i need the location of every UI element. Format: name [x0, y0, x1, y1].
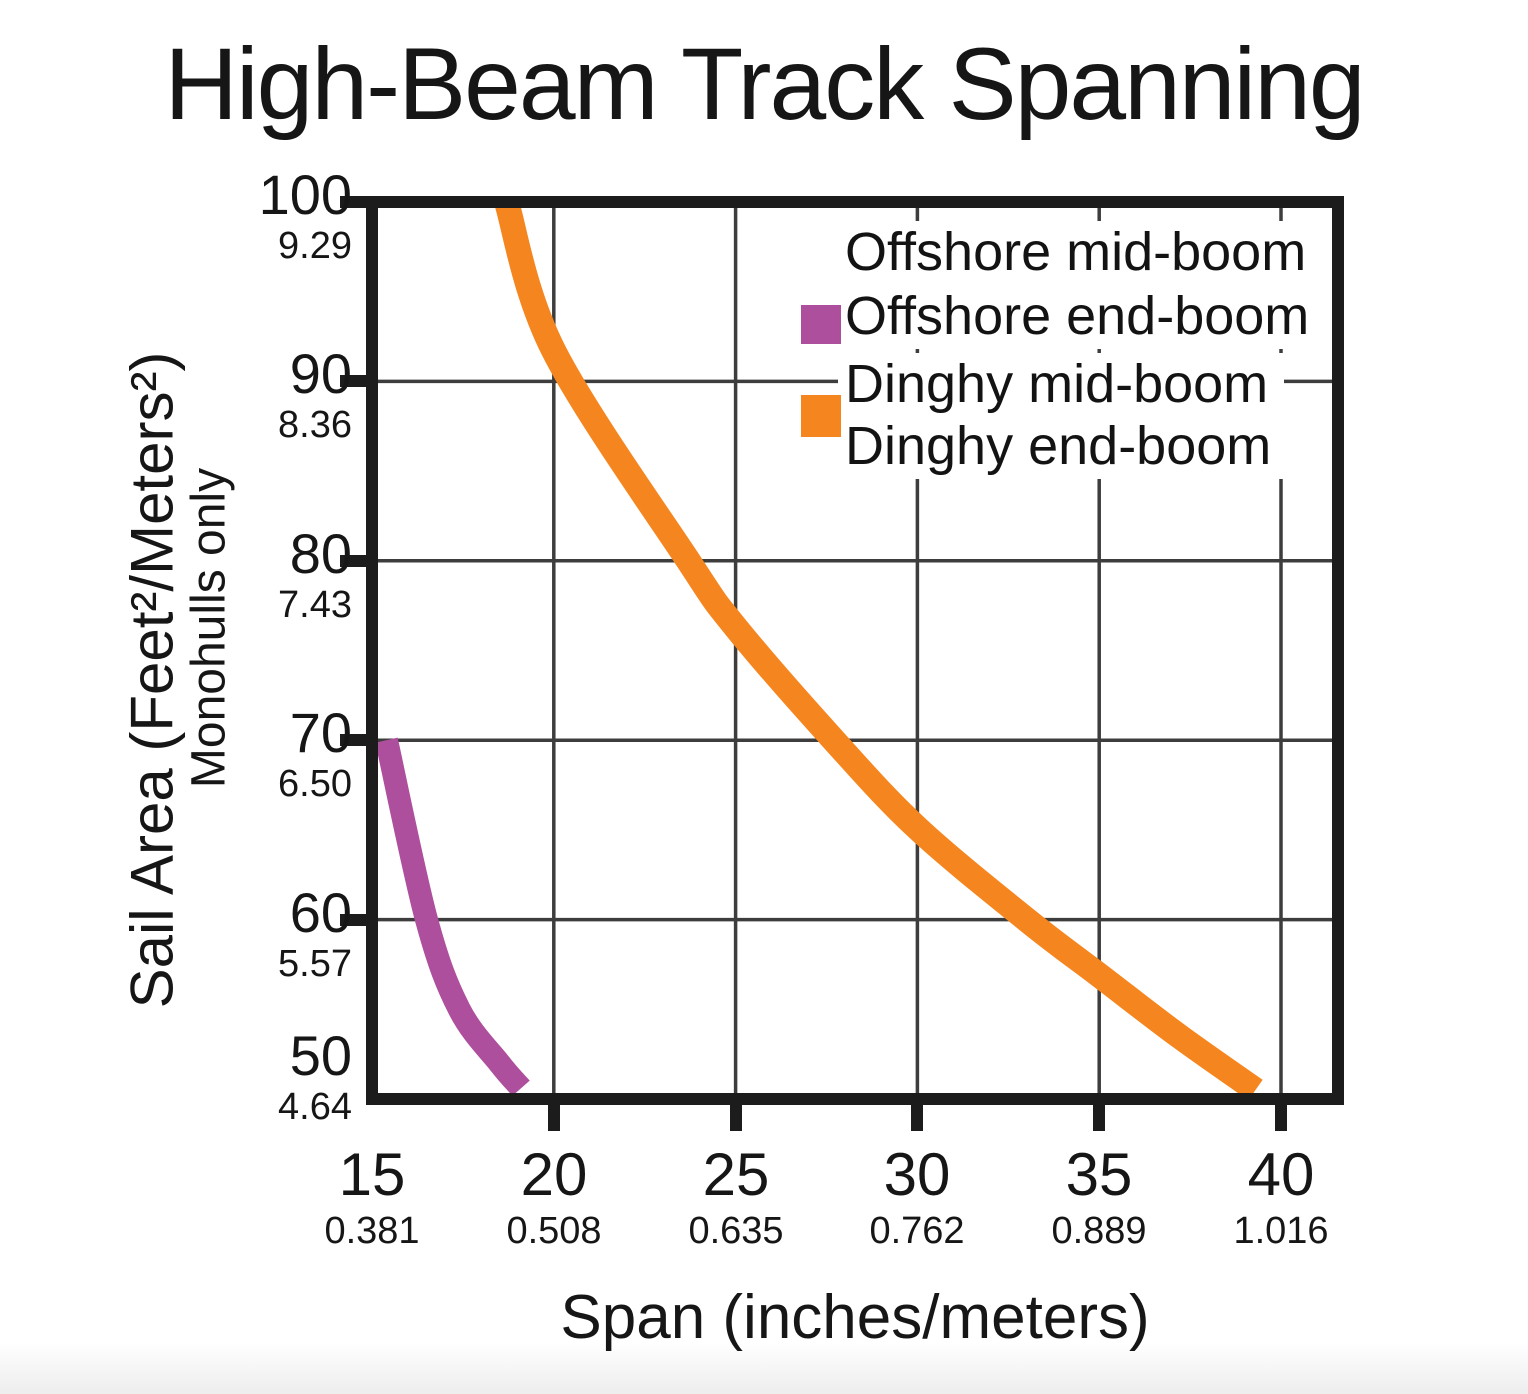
legend-label: Offshore mid-boom — [838, 221, 1323, 285]
y-tick-70 — [340, 734, 366, 746]
x-label-meters: 0.889 — [1051, 1210, 1147, 1252]
legend-item-offshore-mid-boom: Offshore mid-boom — [838, 221, 1323, 285]
legend-swatch-offshore — [801, 305, 841, 344]
x-axis-label-25: 25 0.635 — [616, 1144, 856, 1254]
x-label-inches: 25 — [702, 1141, 770, 1208]
y-label-meters: 6.50 — [278, 763, 352, 805]
x-axis-label-40: 40 1.016 — [1161, 1144, 1401, 1254]
y-label-meters: 4.64 — [278, 1086, 352, 1128]
series-curve-dinghy — [495, 208, 1263, 1093]
x-axis-title: Span (inches/meters) — [560, 1283, 1150, 1352]
y-label-meters: 5.57 — [278, 943, 352, 985]
x-label-meters: 0.762 — [869, 1210, 965, 1252]
chart-title: High-Beam Track Spanning — [164, 27, 1365, 141]
y-axis-label-60: 60 5.57 — [142, 884, 352, 986]
y-axis-label-90: 90 8.36 — [142, 345, 352, 447]
plot-frame — [366, 196, 1344, 1105]
x-label-meters: 0.508 — [506, 1210, 602, 1252]
y-label-feet: 70 — [289, 701, 352, 764]
series-curve-offshore — [378, 737, 530, 1093]
legend-item-offshore-end-boom: Offshore end-boom — [838, 285, 1326, 349]
y-tick-100 — [340, 196, 366, 208]
x-tick-30 — [911, 1105, 923, 1131]
y-label-meters: 7.43 — [278, 584, 352, 626]
y-label-feet: 100 — [258, 163, 352, 226]
y-label-meters: 9.29 — [278, 225, 352, 267]
legend-item-dinghy-end-boom: Dinghy end-boom — [838, 415, 1288, 479]
x-axis-label-15: 15 0.381 — [252, 1144, 492, 1254]
y-axis-label-50: 50 4.64 — [142, 1027, 352, 1129]
x-label-inches: 40 — [1247, 1141, 1315, 1208]
x-axis-label-20: 20 0.508 — [434, 1144, 674, 1254]
x-label-inches: 30 — [883, 1141, 951, 1208]
y-label-feet: 80 — [289, 522, 352, 585]
legend-label: Dinghy mid-boom — [838, 353, 1285, 417]
x-tick-35 — [1093, 1105, 1105, 1131]
x-tick-25 — [730, 1105, 742, 1131]
x-label-meters: 1.016 — [1233, 1210, 1329, 1252]
x-label-meters: 0.381 — [324, 1210, 420, 1252]
legend-label: Dinghy end-boom — [838, 415, 1288, 479]
x-label-inches: 35 — [1065, 1141, 1133, 1208]
x-axis-label-35: 35 0.889 — [979, 1144, 1219, 1254]
x-tick-40 — [1275, 1105, 1287, 1131]
y-axis-label-70: 70 6.50 — [142, 704, 352, 806]
y-label-feet: 90 — [289, 342, 352, 405]
legend-label: Offshore end-boom — [838, 285, 1326, 349]
y-axis-label-100: 100 9.29 — [142, 166, 352, 268]
y-tick-80 — [340, 555, 366, 567]
x-label-inches: 15 — [338, 1141, 406, 1208]
y-axis-label-80: 80 7.43 — [142, 525, 352, 627]
x-axis-label-30: 30 0.762 — [797, 1144, 1037, 1254]
x-label-meters: 0.635 — [688, 1210, 784, 1252]
y-label-meters: 8.36 — [278, 404, 352, 446]
y-tick-90 — [340, 375, 366, 387]
legend-swatch-dinghy — [801, 395, 841, 437]
y-label-feet: 50 — [289, 1024, 352, 1087]
y-tick-60 — [340, 914, 366, 926]
x-label-inches: 20 — [520, 1141, 588, 1208]
bottom-fade — [0, 1342, 1528, 1394]
x-tick-20 — [548, 1105, 560, 1131]
y-label-feet: 60 — [289, 881, 352, 944]
legend-item-dinghy-mid-boom: Dinghy mid-boom — [838, 353, 1285, 417]
